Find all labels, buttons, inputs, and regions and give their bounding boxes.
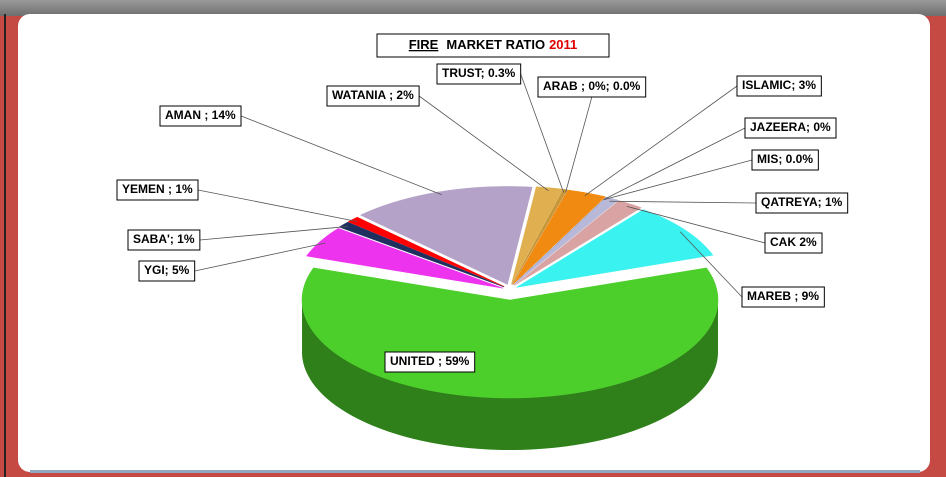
leader-line bbox=[240, 115, 442, 195]
slice bbox=[514, 200, 642, 286]
data-label: SABA'; 1% bbox=[133, 232, 195, 246]
data-label: WATANIA ; 2% bbox=[332, 88, 414, 102]
data-label: CAK 2% bbox=[770, 235, 817, 249]
chart-title: FIRE MARKET RATIO 2011 bbox=[409, 37, 578, 52]
left-edge bbox=[4, 14, 6, 477]
data-label: MAREB ; 9% bbox=[747, 289, 819, 303]
title-box bbox=[376, 33, 610, 58]
leader-line bbox=[626, 206, 766, 244]
data-label-group: TRUST; 0.3% bbox=[436, 63, 522, 85]
data-label-group: YEMEN ; 1% bbox=[116, 179, 199, 201]
data-label: ISLAMIC; 3% bbox=[742, 78, 816, 92]
label-box bbox=[436, 63, 522, 85]
slice bbox=[347, 216, 505, 287]
leader-line bbox=[197, 189, 358, 222]
data-label-group: CAK 2% bbox=[764, 232, 823, 254]
label-box bbox=[537, 76, 647, 98]
label-box bbox=[116, 179, 199, 201]
slice bbox=[512, 189, 607, 285]
slice-shade bbox=[302, 301, 718, 450]
leader-line bbox=[603, 159, 753, 201]
leader-line bbox=[609, 200, 757, 204]
label-box bbox=[384, 351, 476, 373]
label-box bbox=[751, 149, 819, 171]
slice-side bbox=[302, 301, 718, 450]
data-label: YGI; 5% bbox=[144, 263, 190, 277]
leader-line bbox=[194, 242, 326, 272]
slice bbox=[513, 196, 607, 286]
label-box bbox=[744, 117, 837, 139]
data-label-group: AMAN ; 14% bbox=[159, 105, 242, 127]
title-year: 2011 bbox=[549, 37, 577, 52]
data-label-group: SABA'; 1% bbox=[127, 229, 201, 251]
data-label-group: YGI; 5% bbox=[138, 260, 196, 282]
leader-line bbox=[679, 231, 743, 298]
leader-line bbox=[520, 73, 564, 193]
data-label-group: UNITED ; 59% bbox=[384, 351, 476, 373]
data-label: TRUST; 0.3% bbox=[442, 66, 516, 80]
slice bbox=[338, 221, 504, 288]
data-label: UNITED ; 59% bbox=[390, 354, 470, 368]
leader-line bbox=[565, 96, 593, 193]
slice bbox=[511, 189, 568, 285]
data-label: YEMEN ; 1% bbox=[122, 182, 193, 196]
top-band bbox=[0, 0, 946, 16]
data-label-group: MAREB ; 9% bbox=[741, 286, 825, 308]
label-box bbox=[159, 105, 242, 127]
data-label-group: ARAB ; 0%; 0.0% bbox=[537, 76, 647, 98]
data-label: QATREYA; 1% bbox=[761, 195, 843, 209]
label-box bbox=[326, 85, 420, 107]
slice bbox=[306, 228, 504, 289]
data-label-group: WATANIA ; 2% bbox=[326, 85, 420, 107]
data-label: ARAB ; 0%; 0.0% bbox=[543, 79, 641, 93]
panel-bottom bbox=[30, 470, 920, 473]
data-label: AMAN ; 14% bbox=[165, 108, 236, 122]
title-part: FIRE bbox=[409, 37, 439, 52]
label-box bbox=[755, 192, 849, 214]
leader-line bbox=[199, 226, 349, 241]
label-box bbox=[741, 286, 825, 308]
data-label-group: QATREYA; 1% bbox=[755, 192, 849, 214]
title-part: MARKET RATIO bbox=[446, 37, 545, 52]
slice-sides bbox=[302, 301, 718, 450]
label-box bbox=[736, 75, 822, 97]
data-label-group: ISLAMIC; 3% bbox=[736, 75, 822, 97]
label-box bbox=[138, 260, 196, 282]
data-label-group: JAZEERA; 0% bbox=[744, 117, 837, 139]
leader-line bbox=[418, 95, 549, 192]
data-label-group: MIS; 0.0% bbox=[751, 149, 819, 171]
slice bbox=[359, 186, 533, 285]
data-label: MIS; 0.0% bbox=[757, 152, 813, 166]
leader-line bbox=[584, 85, 738, 197]
label-box bbox=[127, 229, 201, 251]
data-label: JAZEERA; 0% bbox=[750, 120, 831, 134]
leader-line bbox=[603, 127, 746, 201]
label-box bbox=[764, 232, 823, 254]
